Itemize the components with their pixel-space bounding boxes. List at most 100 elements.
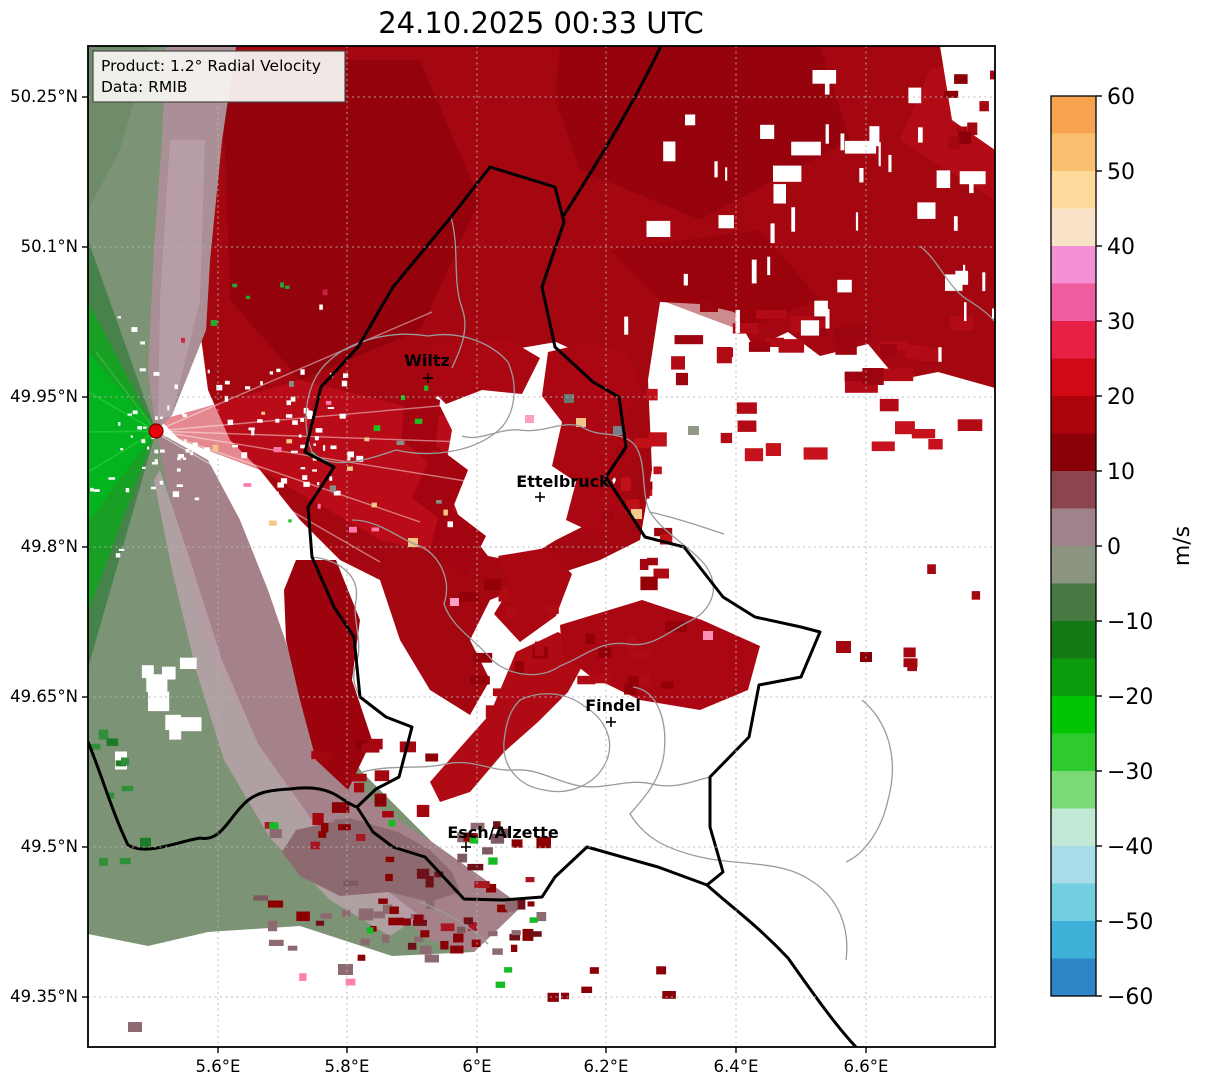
radar-echo-cell	[314, 436, 319, 441]
radar-echo-cell	[216, 384, 223, 391]
colorbar-tick-label: 30	[1107, 310, 1135, 335]
field-region-red-dark-1	[220, 60, 480, 380]
radar-echo-cell	[227, 419, 234, 425]
radar-echo-cell	[147, 446, 150, 450]
radar-echo-cell	[492, 948, 503, 955]
radar-echo-cell	[453, 933, 464, 943]
colorbar-segment	[1051, 283, 1096, 322]
radar-echo-cell	[90, 743, 101, 750]
radar-echo-cell	[364, 437, 370, 442]
radar-echo-cell	[700, 300, 718, 312]
colorbar-tick-label: −20	[1107, 685, 1153, 710]
radar-echo-cell	[224, 395, 229, 402]
country-border	[705, 883, 858, 1047]
city-label: Ettelbruck	[516, 472, 610, 491]
radar-echo-cell	[300, 467, 306, 470]
radar-echo-cell	[511, 930, 521, 936]
radar-echo-cell	[561, 992, 570, 1000]
radar-echo-cell	[253, 895, 269, 901]
radar-echo-cell	[286, 400, 291, 406]
radar-echo-cell	[720, 432, 733, 444]
radar-echo-cell	[456, 926, 466, 933]
radar-echo-cell	[737, 420, 757, 432]
radar-echo-cell	[486, 884, 497, 893]
radar-echo-cell	[844, 140, 877, 154]
radar-echo-cell	[164, 431, 167, 437]
radar-echo-cell	[911, 429, 936, 439]
radar-echo-cell	[504, 967, 513, 973]
colorbar-segment	[1051, 96, 1096, 134]
radar-echo-cell	[469, 676, 490, 685]
radar-echo-cell	[235, 473, 242, 480]
colorbar-tick-label: −60	[1107, 985, 1153, 1010]
radar-echo-cell	[414, 936, 424, 942]
radar-echo-cell	[329, 476, 333, 481]
country-border	[88, 740, 359, 851]
radar-echo-cell	[653, 466, 662, 475]
radar-echo-cell	[436, 500, 442, 504]
radar-echo-cell	[458, 591, 479, 602]
colorbar-segment	[1051, 471, 1096, 509]
colorbar-tick-label: 10	[1107, 460, 1135, 485]
radar-echo-cell	[528, 931, 542, 937]
radar-echo-cell	[300, 418, 305, 422]
radar-echo-cell	[168, 433, 173, 437]
radar-echo-cell	[360, 938, 370, 946]
radar-echo-cell	[979, 101, 989, 112]
radar-echo-cell	[159, 480, 164, 485]
radar-echo-cell	[948, 136, 960, 150]
radar-echo-cell	[343, 373, 349, 378]
radar-echo-cell	[385, 873, 393, 882]
radar-echo-cell	[318, 831, 327, 838]
colorbar-segment	[1051, 171, 1096, 209]
radar-echo-cell	[640, 576, 658, 591]
city-label: Esch/Alzette	[447, 823, 559, 842]
radar-echo-cell	[150, 486, 156, 490]
radar-echo-cell	[413, 919, 427, 926]
radar-echo-cell	[388, 917, 404, 926]
admin-border	[649, 511, 725, 535]
colorbar-segment	[1051, 433, 1096, 472]
radar-echo-cell	[547, 992, 559, 1002]
radar-echo-cell	[416, 868, 430, 879]
radar-echo-cell	[529, 917, 538, 923]
radar-echo-cell	[210, 320, 218, 326]
radar-echo-cell	[153, 372, 160, 376]
radar-echo-cell	[440, 941, 449, 950]
radar-echo-cell	[210, 399, 213, 403]
radar-echo-cell	[382, 811, 394, 818]
colorbar: 60 50 40 30 20 10 0 −10 −20 −30 −40 −50 −60	[1050, 85, 1153, 1010]
legend-data-line: Data: RMIB	[101, 78, 188, 96]
radar-echo-cell	[938, 347, 942, 362]
radar-echo-cell	[292, 420, 298, 425]
radar-echo-cell	[303, 481, 310, 487]
radar-echo-cell	[992, 308, 995, 319]
echo-cluster	[90, 316, 160, 558]
radar-echo-cell	[450, 598, 459, 606]
radar-echo-cell	[964, 302, 967, 322]
radar-echo-cell	[484, 578, 502, 591]
radar-echo-cell	[936, 170, 951, 188]
radar-echo-cell	[956, 126, 968, 134]
admin-border	[845, 699, 893, 863]
radar-echo-cell	[317, 482, 320, 486]
radar-echo-cell	[181, 337, 185, 343]
radar-echo-cell	[450, 945, 464, 954]
radar-echo-cell	[119, 857, 131, 865]
admin-border	[351, 424, 714, 676]
radar-echo-cell	[825, 124, 829, 144]
radar-echo-cell	[703, 631, 713, 640]
y-tick-label: 49.65°N	[10, 687, 78, 706]
radar-echo-cell	[382, 934, 390, 943]
radar-echo-cell	[630, 649, 653, 659]
city-label: Findel	[585, 696, 641, 715]
radar-echo-cell	[424, 385, 429, 391]
radar-echo-cell	[616, 447, 627, 456]
radar-echo-cell	[178, 454, 183, 459]
radar-echo-cell	[760, 124, 775, 139]
radar-echo-cell	[315, 428, 323, 433]
radar-echo-cell	[176, 468, 181, 472]
radar-echo-cell	[339, 413, 346, 419]
colorbar-tick-label: 60	[1107, 85, 1135, 110]
radar-echo-cell	[878, 142, 881, 167]
